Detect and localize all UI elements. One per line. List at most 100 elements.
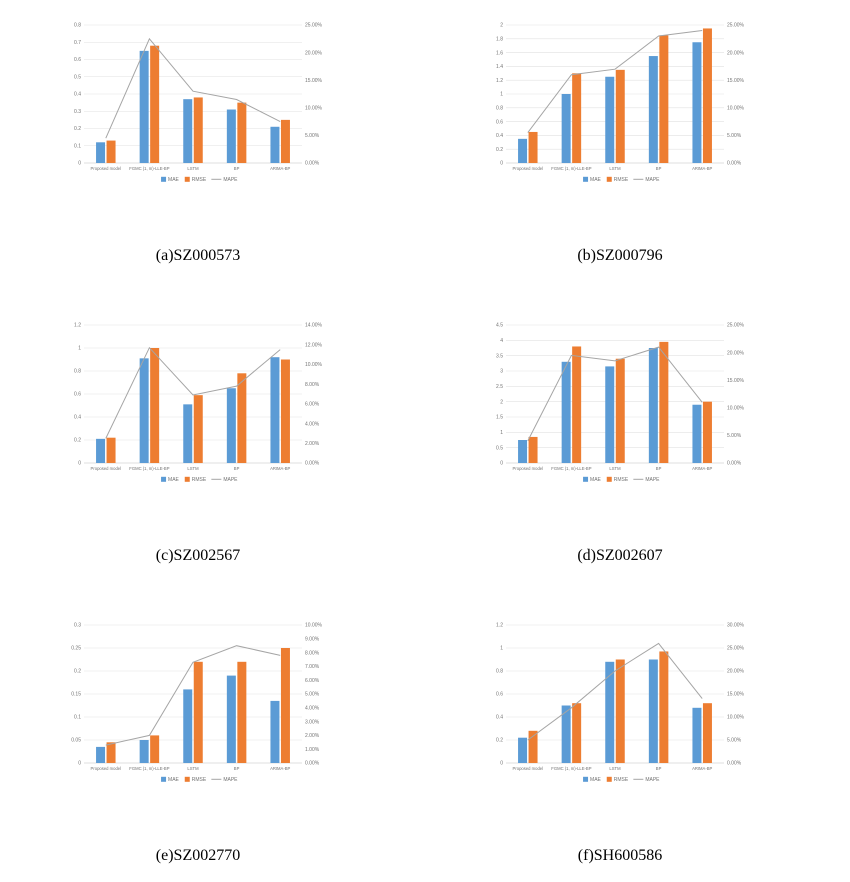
left-axis-tick-labels: 0 0.2 0.4 0.6 0.8 1 1.2 1.4 1.6 1.8 2 (496, 23, 503, 167)
legend-label-mae: MAE (590, 477, 602, 483)
left-tick-label: 0.5 (74, 74, 81, 80)
category-labels: Proposed model FGMC (1, m)-LLE-BP LSTM BP AR… (513, 466, 713, 471)
right-tick-label: 25.00% (727, 646, 745, 652)
bar-rmse (106, 140, 116, 163)
rmse-bars (528, 651, 712, 763)
legend-label-rmse: RMSE (614, 177, 629, 183)
mae-bars (96, 357, 280, 463)
bar-rmse (702, 28, 712, 164)
right-axis-tick-labels: 0.00% 1.00% 2.00% 3.00% 4.00% 5.00% 6.00% 7.00%… (305, 623, 323, 767)
chart-b-canvas: 00.20.40.60.811.21.41.61.820.00%5.00%10.… (496, 23, 745, 183)
caption-row-2: (c)SZ002567 (d)SZ002607 (0, 547, 850, 569)
category-label: ARIMA-BP (270, 166, 290, 171)
bar-rmse (150, 735, 160, 763)
right-tick-label: 12.00% (305, 342, 323, 348)
legend-swatch-mae (161, 176, 167, 182)
category-label: Proposed model (91, 466, 122, 471)
category-label: BP (234, 166, 240, 171)
bar-mae (183, 99, 193, 163)
left-tick-label: 0.05 (71, 738, 81, 744)
right-tick-label: 6.00% (305, 402, 320, 408)
right-axis-tick-labels: 0.00% 2.00% 4.00% 6.00% 8.00% 10.00% 12.00% 14.… (305, 323, 323, 467)
right-tick-label: 5.00% (305, 692, 320, 698)
bar-mae (648, 56, 658, 163)
bar-mae (605, 76, 615, 163)
right-axis-tick-labels: 0.00% 5.00% 10.00% 15.00% 20.00% 25.00% (727, 323, 745, 467)
legend-swatch-rmse (184, 476, 190, 482)
legend-swatch-rmse (184, 176, 190, 182)
mape-line (105, 346, 281, 439)
legend-swatch-mae (161, 476, 167, 482)
bar-mae (96, 438, 106, 463)
left-tick-label: 1.2 (496, 623, 503, 629)
figure-block-3: 0 0.05 0.1 0.15 0.2 0.25 0.3 0.00% 1.00% 2.00% 3.0… (0, 615, 850, 869)
right-tick-label: 5.00% (727, 433, 742, 439)
left-tick-label: 0.6 (74, 57, 81, 63)
bar-mae (518, 737, 528, 763)
left-tick-label: 3 (500, 369, 503, 375)
right-tick-label: 10.00% (727, 406, 745, 412)
left-tick-label: 0.4 (74, 92, 81, 98)
bar-rmse (150, 45, 160, 164)
category-label: Proposed model (91, 766, 122, 771)
legend-label-mape: MAPE (223, 777, 238, 783)
mape-line (527, 30, 703, 133)
right-tick-label: 0.00% (727, 161, 742, 167)
legend: MAE RMSE MAPE (161, 776, 238, 783)
right-tick-label: 10.00% (727, 715, 745, 721)
category-label: FGMC (1, m)-LLE-BP (129, 166, 169, 171)
rmse-bars (528, 28, 712, 164)
rmse-bars (106, 648, 290, 763)
right-tick-label: 9.00% (305, 637, 320, 643)
gridlines (506, 624, 724, 764)
mae-bars (518, 659, 702, 763)
left-tick-label: 0 (500, 761, 503, 767)
legend-swatch-rmse (606, 176, 612, 182)
left-tick-label: 0.2 (74, 669, 81, 675)
right-axis-tick-labels: 0.00% 5.00% 10.00% 15.00% 20.00% 25.00% (727, 23, 745, 167)
chart-a-canvas: 0 0.1 0.2 0.3 0.4 0.5 0.6 0.7 0.8 0.00% 5.00% 10.00… (74, 23, 323, 183)
right-tick-label: 20.00% (305, 50, 323, 56)
category-labels: Proposed model FGMC (1, m)-LLE-BP LSTM BP AR… (91, 166, 291, 171)
left-tick-label: 1 (500, 430, 503, 436)
left-tick-label: 0.2 (496, 738, 503, 744)
bar-rmse (659, 35, 669, 163)
chart-e-canvas: 0 0.05 0.1 0.15 0.2 0.25 0.3 0.00% 1.00% 2.00% 3.0… (71, 623, 323, 783)
legend-label-mae: MAE (168, 477, 180, 483)
right-axis-tick-labels: 0.00% 5.00% 10.00% 15.00% 20.00% 25.00% (305, 23, 323, 167)
chart-row-3: 0 0.05 0.1 0.15 0.2 0.25 0.3 0.00% 1.00% 2.00% 3.0… (0, 615, 850, 805)
left-tick-label: 0.4 (496, 715, 503, 721)
right-tick-label: 2.00% (305, 441, 320, 447)
bar-rmse (193, 661, 203, 763)
chart-row-2: 0 0.2 0.4 0.6 0.8 1 1.2 0.00% 2.00% 4.00% 6.00% 8.0… (0, 315, 850, 505)
caption-b: (b)SZ000796 (577, 247, 663, 264)
category-labels: Proposed model FGMC (1, m)-LLE-BP LSTM BP AR… (513, 166, 713, 171)
bar-mae (139, 358, 149, 463)
legend-swatch-mae (583, 476, 589, 482)
bar-rmse (150, 348, 160, 463)
bar-rmse (615, 659, 625, 763)
left-tick-label: 3.5 (496, 353, 503, 359)
left-tick-label: 0 (78, 461, 81, 467)
right-tick-label: 1.00% (305, 747, 320, 753)
left-tick-label: 1 (78, 346, 81, 352)
bar-mae (139, 740, 149, 763)
bar-rmse (193, 97, 203, 163)
right-tick-label: 4.00% (305, 421, 320, 427)
left-tick-label: 0 (500, 161, 503, 167)
left-tick-label: 1.5 (496, 415, 503, 421)
right-tick-label: 5.00% (727, 738, 742, 744)
bar-rmse (193, 395, 203, 463)
left-tick-label: 0.4 (496, 133, 503, 139)
left-tick-label: 2.5 (496, 384, 503, 390)
left-tick-label: 1.6 (496, 50, 503, 56)
right-tick-label: 25.00% (727, 23, 745, 29)
legend-label-mae: MAE (168, 177, 180, 183)
caption-f: (f)SH600586 (577, 847, 663, 864)
bar-rmse (237, 373, 247, 463)
legend-label-rmse: RMSE (614, 777, 629, 783)
bar-rmse (572, 73, 582, 163)
right-tick-label: 15.00% (727, 78, 745, 84)
bar-rmse (237, 102, 247, 163)
